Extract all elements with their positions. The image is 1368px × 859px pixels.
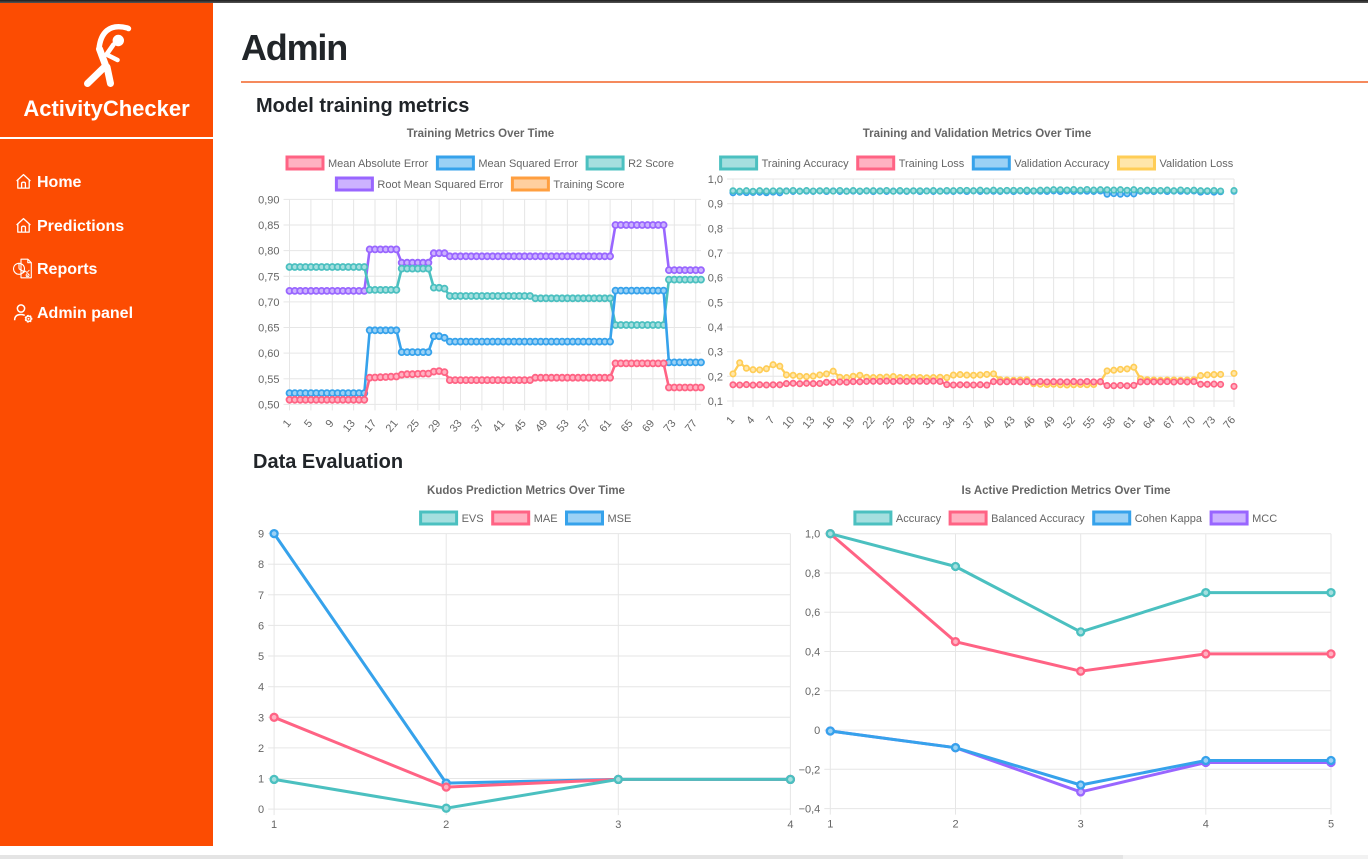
svg-text:Cohen Kappa: Cohen Kappa [1135,513,1203,525]
svg-text:1: 1 [271,819,277,831]
svg-text:0,50: 0,50 [258,399,279,411]
svg-text:Training and Validation Metric: Training and Validation Metrics Over Tim… [863,128,1092,140]
svg-text:5: 5 [1328,819,1334,831]
svg-text:0,2: 0,2 [805,686,820,698]
svg-text:R2 Score: R2 Score [628,158,674,170]
svg-text:EVS: EVS [462,513,484,525]
svg-text:2: 2 [952,819,958,831]
svg-text:6: 6 [258,620,264,632]
svg-text:2: 2 [443,819,449,831]
svg-text:0,75: 0,75 [258,271,279,283]
svg-text:4: 4 [1203,819,1209,831]
svg-text:Mean Squared Error: Mean Squared Error [478,158,578,170]
svg-text:MAE: MAE [534,513,558,525]
svg-text:Root Mean Squared Error: Root Mean Squared Error [377,179,503,191]
svg-text:1,0: 1,0 [708,174,723,186]
svg-text:0,85: 0,85 [258,220,279,232]
svg-text:0: 0 [814,725,820,737]
svg-text:0,6: 0,6 [708,273,723,285]
svg-text:2: 2 [258,743,264,755]
svg-text:MSE: MSE [608,513,632,525]
svg-text:0,7: 0,7 [708,248,723,260]
svg-text:Validation Accuracy: Validation Accuracy [1014,158,1110,170]
svg-text:0,4: 0,4 [708,322,723,334]
svg-text:3: 3 [1078,819,1084,831]
svg-text:0,4: 0,4 [805,647,820,659]
svg-text:−0,4: −0,4 [799,804,821,816]
svg-text:9: 9 [258,529,264,541]
svg-text:Is Active Prediction Metrics O: Is Active Prediction Metrics Over Time [962,485,1171,497]
svg-text:0,6: 0,6 [805,607,820,619]
svg-text:−0,2: −0,2 [799,764,821,776]
svg-text:Accuracy: Accuracy [896,513,942,525]
svg-text:5: 5 [258,651,264,663]
svg-text:0,3: 0,3 [708,347,723,359]
svg-text:1: 1 [258,774,264,786]
svg-text:MCC: MCC [1252,513,1277,525]
svg-text:0,90: 0,90 [258,194,279,206]
svg-text:0,2: 0,2 [708,371,723,383]
svg-text:Balanced Accuracy: Balanced Accuracy [991,513,1085,525]
svg-text:0,70: 0,70 [258,297,279,309]
svg-text:0,8: 0,8 [805,568,820,580]
svg-text:Training Metrics Over Time: Training Metrics Over Time [407,128,554,140]
svg-text:0: 0 [258,804,264,816]
svg-text:1: 1 [827,819,833,831]
svg-text:Mean Absolute Error: Mean Absolute Error [328,158,429,170]
svg-text:3: 3 [615,819,621,831]
svg-text:3: 3 [258,712,264,724]
svg-text:0,5: 0,5 [708,297,723,309]
svg-text:Training Accuracy: Training Accuracy [762,158,850,170]
svg-text:4: 4 [787,819,793,831]
svg-text:0,8: 0,8 [708,223,723,235]
svg-text:1,0: 1,0 [805,529,820,541]
svg-text:7: 7 [258,590,264,602]
svg-text:0,55: 0,55 [258,374,279,386]
svg-text:4: 4 [258,682,264,694]
svg-text:0,60: 0,60 [258,348,279,360]
svg-text:Validation Loss: Validation Loss [1160,158,1234,170]
svg-text:0,9: 0,9 [708,199,723,211]
svg-text:Training Loss: Training Loss [899,158,965,170]
svg-text:Training Score: Training Score [553,179,624,191]
svg-text:8: 8 [258,559,264,571]
svg-text:0,80: 0,80 [258,246,279,258]
svg-text:0,65: 0,65 [258,323,279,335]
svg-text:0,1: 0,1 [708,396,723,408]
svg-text:Kudos Prediction Metrics Over: Kudos Prediction Metrics Over Time [427,485,625,497]
